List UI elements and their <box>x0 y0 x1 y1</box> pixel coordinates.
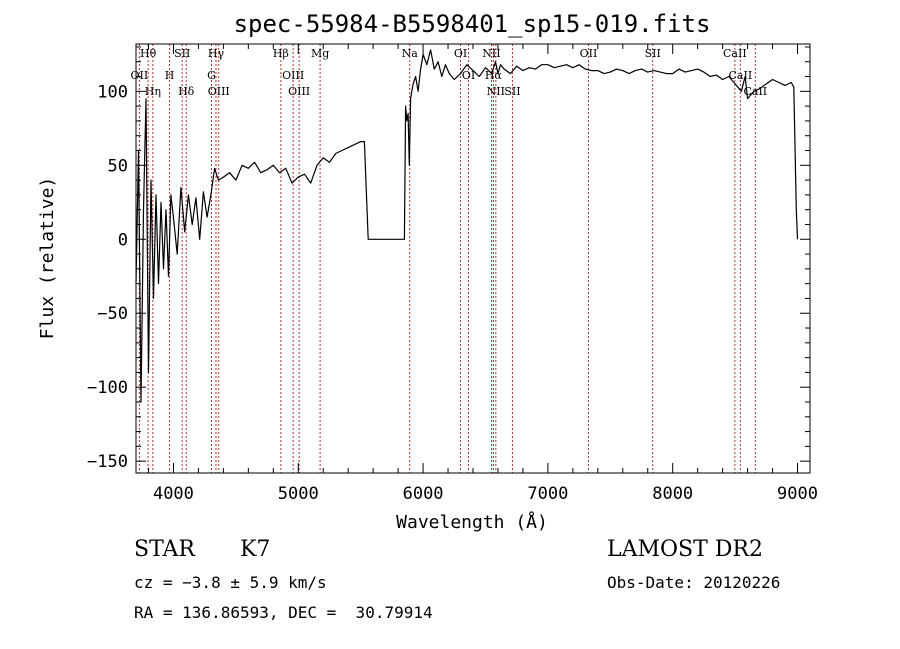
object-class: STAR <box>134 537 195 562</box>
line-marker-label: Mg <box>311 47 329 60</box>
object-subclass: K7 <box>240 537 271 562</box>
y-tick-label: −150 <box>87 452 128 472</box>
line-marker-label: SII <box>174 47 190 60</box>
y-tick-label: 100 <box>97 82 128 102</box>
line-marker-label: SII <box>645 47 661 60</box>
line-marker-label: Na <box>402 47 419 60</box>
line-marker-label: SII <box>504 85 520 98</box>
spectral-line-markers <box>138 44 756 473</box>
line-marker-label: Hδ <box>178 85 195 98</box>
line-marker-label: Hγ <box>208 47 225 60</box>
redshift-text: cz = −3.8 ± 5.9 km/s <box>134 573 327 592</box>
x-tick-label: 6000 <box>403 484 444 504</box>
line-marker-label: H <box>165 69 175 82</box>
y-axis-label: Flux (relative) <box>37 177 58 340</box>
x-tick-label: 5000 <box>278 484 319 504</box>
line-marker-label: G <box>207 69 216 82</box>
line-marker-label: OI <box>462 69 475 82</box>
line-marker-label: CaII <box>729 69 753 82</box>
line-marker-label: Hα <box>485 69 503 82</box>
line-marker-label: OIII <box>208 85 230 98</box>
x-tick-label: 7000 <box>527 484 568 504</box>
line-marker-label: OII <box>580 47 598 60</box>
coordinates-text: RA = 136.86593, DEC = 30.79914 <box>134 603 433 622</box>
line-marker-label: Hβ <box>273 47 289 60</box>
y-tick-label: 0 <box>118 230 128 250</box>
plot-frame <box>135 43 811 474</box>
x-axis-label: Wavelength (Å) <box>396 511 548 533</box>
line-marker-label: OIII <box>282 69 304 82</box>
y-tick-label: −50 <box>97 304 128 324</box>
spectrum-series-line <box>135 49 799 403</box>
line-marker-label: OIII <box>288 85 310 98</box>
line-marker-label: NII <box>487 85 505 98</box>
obs-date: Obs-Date: 20120226 <box>607 573 781 592</box>
y-tick-label: −100 <box>87 378 128 398</box>
x-tick-label: 8000 <box>652 484 693 504</box>
line-marker-label: CaII <box>723 47 747 60</box>
line-marker-label: NII <box>482 47 500 60</box>
survey-name: LAMOST DR2 <box>607 537 763 562</box>
y-axis: −150 −100 −50 0 50 100 <box>87 46 810 472</box>
line-marker-label: Hη <box>145 85 161 98</box>
x-tick-label: 4000 <box>153 484 194 504</box>
x-tick-label: 9000 <box>777 484 818 504</box>
line-marker-label: OII <box>131 69 149 82</box>
line-marker-label: OI <box>454 47 467 60</box>
y-tick-label: 50 <box>108 156 128 176</box>
line-marker-label: Hθ <box>140 47 157 60</box>
x-axis: 4000 5000 6000 7000 8000 9000 <box>147 44 818 504</box>
chart-title: spec-55984-B5598401_sp15-019.fits <box>234 10 711 38</box>
